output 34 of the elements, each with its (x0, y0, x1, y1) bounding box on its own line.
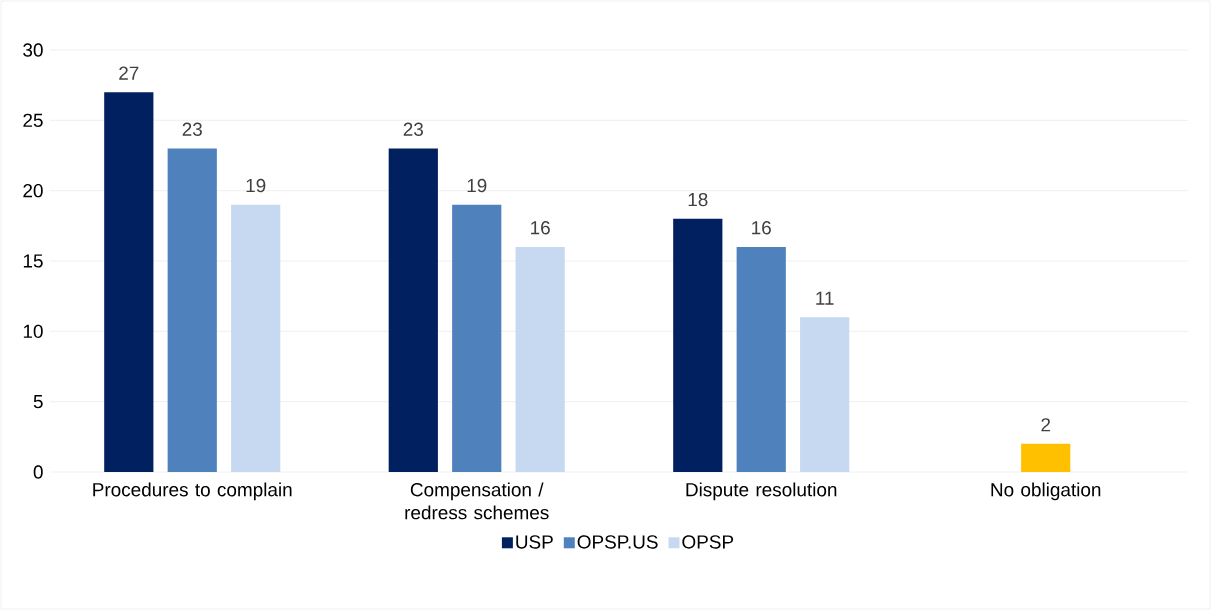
bar (1021, 443, 1071, 472)
bar (736, 246, 786, 472)
data-label: 2 (1041, 418, 1051, 432)
bar (452, 204, 502, 472)
y-tick-label: 15 (23, 254, 43, 268)
data-label: 19 (246, 178, 266, 193)
bar (167, 148, 217, 472)
bar (231, 204, 281, 472)
data-label: 11 (816, 291, 834, 305)
x-tick-label: Dispute resolution (686, 482, 837, 501)
y-tick-label: 0 (33, 465, 43, 479)
data-label: 19 (467, 178, 487, 193)
y-tick-label: 10 (23, 324, 43, 339)
y-tick-label: 30 (23, 43, 43, 57)
data-label: 27 (119, 66, 139, 80)
x-tick-label: Compensation / redress schemes (405, 482, 549, 520)
bar (515, 246, 565, 472)
bar (800, 317, 850, 472)
bar (104, 92, 154, 472)
data-label: 16 (752, 221, 771, 235)
legend-label: OPSP (682, 535, 734, 549)
x-tick-label: No obligation (991, 482, 1101, 501)
y-tick-label: 5 (33, 395, 43, 409)
bar (673, 218, 723, 472)
data-label: 23 (403, 122, 423, 136)
legend-label: OPSP.US (577, 535, 658, 549)
x-tick-label: Procedures to complain (93, 482, 292, 501)
data-label: 16 (531, 221, 550, 235)
y-tick-label: 25 (23, 113, 43, 128)
legend-label: USP (516, 535, 553, 549)
data-label: 18 (688, 192, 708, 207)
bar (388, 148, 438, 472)
y-tick-label: 20 (23, 183, 43, 198)
data-label: 23 (182, 122, 202, 136)
